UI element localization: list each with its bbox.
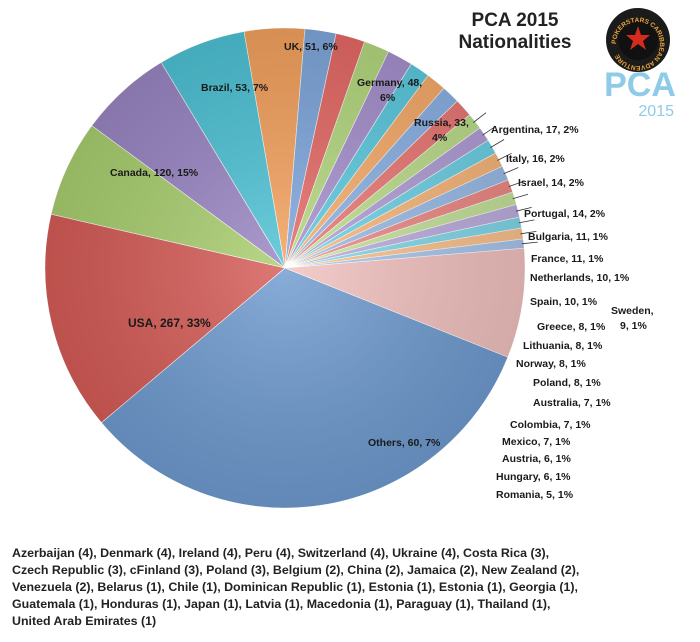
logo-year-text: 2015: [638, 103, 674, 120]
label-germany-2: 6%: [380, 92, 396, 104]
label-spain: Spain, 10, 1%: [530, 296, 598, 308]
label-others: Others, 60, 7%: [368, 437, 441, 449]
label-argentina: Argentina, 17, 2%: [491, 124, 579, 136]
label-sweden-1: Sweden,: [611, 305, 654, 317]
label-uk: UK, 51, 6%: [284, 41, 338, 53]
chart-title: PCA 2015 Nationalities: [440, 10, 590, 54]
footnote-line-5: United Arab Emirates (1): [12, 614, 157, 628]
label-romania: Romania, 5, 1%: [496, 489, 574, 501]
footnote-line-1: Azerbaijan (4), Denmark (4), Ireland (4)…: [12, 546, 550, 560]
title-line-1: PCA 2015: [471, 10, 559, 31]
logo-main-text: PCA: [604, 66, 676, 104]
label-usa: USA, 267, 33%: [128, 316, 211, 330]
label-hungary: Hungary, 6, 1%: [496, 471, 571, 483]
leader-line-colombia: [512, 193, 529, 200]
label-greece: Greece, 8, 1%: [537, 321, 606, 333]
leader-line-hungary: [520, 231, 537, 235]
label-bulgaria: Bulgaria, 11, 1%: [528, 231, 609, 243]
label-israel: Israel, 14, 2%: [518, 177, 585, 189]
footnote-line-3: Venezuela (2), Belarus (1), Chile (1), D…: [12, 580, 578, 594]
leader-lines: [473, 112, 538, 245]
label-austria: Austria, 6, 1%: [502, 453, 572, 465]
leader-line-norway: [497, 152, 512, 161]
leader-line-romania: [521, 241, 538, 245]
pca-logo: POKERSTARS CARIBBEAN ADVENTURE PCA 2015: [604, 8, 676, 120]
label-colombia: Colombia, 7, 1%: [510, 419, 591, 431]
label-netherlands: Netherlands, 10, 1%: [530, 272, 630, 284]
label-poland: Poland, 8, 1%: [533, 377, 601, 389]
leader-line-mexico: [516, 207, 532, 212]
label-germany-1: Germany, 48,: [357, 77, 422, 89]
label-lithuania: Lithuania, 8, 1%: [523, 340, 603, 352]
title-line-2: Nationalities: [458, 32, 572, 53]
label-norway: Norway, 8, 1%: [516, 358, 586, 370]
label-mexico: Mexico, 7, 1%: [502, 436, 571, 448]
leader-line-greece: [482, 125, 497, 136]
leader-line-poland: [503, 167, 519, 175]
label-australia: Australia, 7, 1%: [533, 397, 611, 409]
label-sweden-2: 9, 1%: [620, 320, 648, 332]
leader-line-sweden: [473, 112, 487, 123]
other-countries-footnote: Azerbaijan (4), Denmark (4), Ireland (4)…: [12, 545, 612, 630]
label-russia-1: Russia, 33,: [414, 117, 469, 129]
footnote-line-2: Czech Republic (3), cFinland (3), Poland…: [12, 563, 580, 577]
logo-star-icon: [626, 26, 650, 50]
label-russia-2: 4%: [432, 132, 448, 144]
leader-line-lithuania: [490, 139, 505, 148]
label-portugal: Portugal, 14, 2%: [524, 208, 606, 220]
label-france: France, 11, 1%: [531, 253, 604, 265]
label-italy: Italy, 16, 2%: [506, 153, 565, 165]
label-canada: Canada, 120, 15%: [110, 167, 199, 179]
footnote-line-4: Guatemala (1), Honduras (1), Japan (1), …: [12, 597, 551, 611]
leader-line-australia: [508, 180, 524, 187]
leader-line-austria: [518, 219, 535, 224]
pie-slices: [44, 27, 526, 509]
label-brazil: Brazil, 53, 7%: [201, 82, 269, 94]
